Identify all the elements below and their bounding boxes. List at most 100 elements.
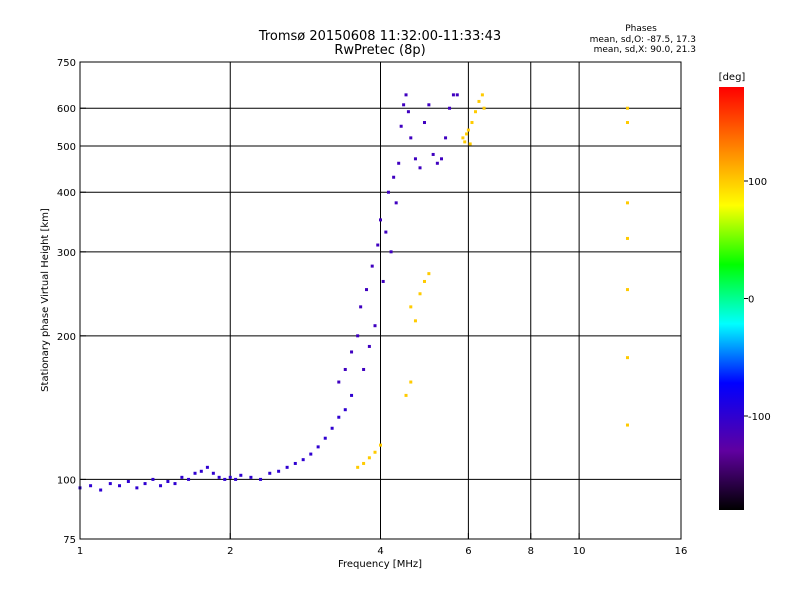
x-tick-label: 8 bbox=[528, 546, 534, 557]
phases-header: Phases bbox=[625, 24, 657, 34]
data-point bbox=[205, 465, 209, 469]
data-point bbox=[118, 484, 122, 488]
data-point bbox=[444, 136, 448, 140]
data-point bbox=[399, 124, 403, 128]
data-point bbox=[397, 161, 401, 165]
data-point bbox=[365, 288, 369, 292]
data-point bbox=[309, 452, 313, 456]
chart-subtitle: RwPretec (8p) bbox=[334, 43, 425, 58]
data-point bbox=[625, 106, 629, 110]
data-point bbox=[151, 477, 155, 481]
data-point bbox=[625, 356, 629, 360]
data-point bbox=[356, 465, 360, 469]
phases-o-stats: mean, sd,O: -87.5, 17.3 bbox=[590, 35, 696, 45]
data-point bbox=[166, 479, 170, 483]
data-point bbox=[343, 367, 347, 371]
data-point bbox=[404, 93, 408, 97]
colorbar-tick-label: 0 bbox=[748, 295, 754, 306]
data-point bbox=[394, 201, 398, 205]
data-point bbox=[406, 110, 410, 114]
grid-lines bbox=[80, 62, 681, 539]
data-point bbox=[356, 334, 360, 338]
data-points bbox=[78, 93, 629, 492]
data-point bbox=[293, 461, 297, 465]
data-point bbox=[482, 106, 486, 110]
data-point bbox=[427, 103, 431, 107]
data-point bbox=[404, 393, 408, 397]
data-point bbox=[409, 136, 413, 140]
data-point bbox=[413, 319, 417, 323]
data-point bbox=[89, 484, 93, 488]
y-tick-label: 100 bbox=[57, 475, 76, 486]
colorbar-label: [deg] bbox=[719, 72, 746, 83]
data-point bbox=[180, 475, 184, 479]
data-point bbox=[413, 157, 417, 161]
data-point bbox=[187, 477, 191, 481]
data-point bbox=[463, 140, 467, 144]
data-point bbox=[448, 106, 452, 110]
data-point bbox=[337, 380, 341, 384]
data-point bbox=[625, 288, 629, 292]
data-point bbox=[285, 465, 289, 469]
colorbar-tick-label: 100 bbox=[748, 177, 767, 188]
data-point bbox=[422, 121, 426, 125]
data-point bbox=[480, 93, 484, 97]
data-point bbox=[135, 486, 139, 490]
phases-x-stats: mean, sd,X: 90.0, 21.3 bbox=[594, 45, 696, 55]
data-point bbox=[418, 166, 422, 170]
data-point bbox=[330, 426, 334, 430]
colorbar bbox=[719, 87, 744, 510]
data-point bbox=[455, 93, 459, 97]
y-tick-label: 300 bbox=[57, 248, 76, 259]
y-axis-label: Stationary phase Virtual Height [km] bbox=[40, 208, 51, 392]
colorbar-ticks: 100 0 -100 bbox=[744, 177, 771, 423]
data-point bbox=[234, 477, 238, 481]
data-point bbox=[435, 161, 439, 165]
data-point bbox=[468, 142, 472, 146]
data-point bbox=[477, 99, 481, 103]
data-point bbox=[386, 190, 390, 194]
data-point bbox=[316, 445, 320, 449]
data-point bbox=[461, 136, 465, 140]
data-point bbox=[211, 471, 215, 475]
data-point bbox=[99, 488, 103, 492]
y-tick-label: 500 bbox=[57, 142, 76, 153]
x-tick-label: 4 bbox=[377, 546, 383, 557]
data-point bbox=[350, 350, 354, 354]
colorbar-tick-label: -100 bbox=[748, 412, 771, 423]
data-point bbox=[217, 475, 221, 479]
data-point bbox=[373, 324, 377, 328]
x-tick-label: 1 bbox=[77, 546, 83, 557]
data-point bbox=[465, 132, 469, 136]
y-tick-label: 200 bbox=[57, 332, 76, 343]
data-point bbox=[159, 484, 163, 488]
data-point bbox=[440, 157, 444, 161]
data-point bbox=[384, 230, 388, 234]
x-axis-label: Frequency [MHz] bbox=[338, 559, 422, 570]
data-point bbox=[431, 152, 435, 156]
data-point bbox=[343, 408, 347, 412]
data-point bbox=[143, 482, 147, 486]
data-point bbox=[625, 423, 629, 427]
y-tick-label: 400 bbox=[57, 188, 76, 199]
y-tick-label: 600 bbox=[57, 104, 76, 115]
data-point bbox=[350, 393, 354, 397]
data-point bbox=[301, 458, 305, 462]
data-point bbox=[367, 456, 371, 460]
data-point bbox=[418, 292, 422, 296]
data-point bbox=[376, 243, 380, 247]
data-point bbox=[373, 450, 377, 454]
data-point bbox=[379, 443, 382, 447]
data-point bbox=[625, 121, 629, 125]
x-axis-ticks: 1 2 4 6 8 10 16 bbox=[77, 533, 687, 557]
data-point bbox=[362, 461, 366, 465]
data-point bbox=[223, 477, 227, 481]
y-axis-ticks: 75 100 200 300 400 500 600 750 bbox=[57, 58, 86, 546]
data-point bbox=[268, 471, 272, 475]
data-point bbox=[409, 305, 413, 309]
data-point bbox=[389, 250, 393, 254]
data-point bbox=[625, 236, 629, 240]
data-point bbox=[126, 479, 130, 483]
data-point bbox=[427, 272, 431, 276]
